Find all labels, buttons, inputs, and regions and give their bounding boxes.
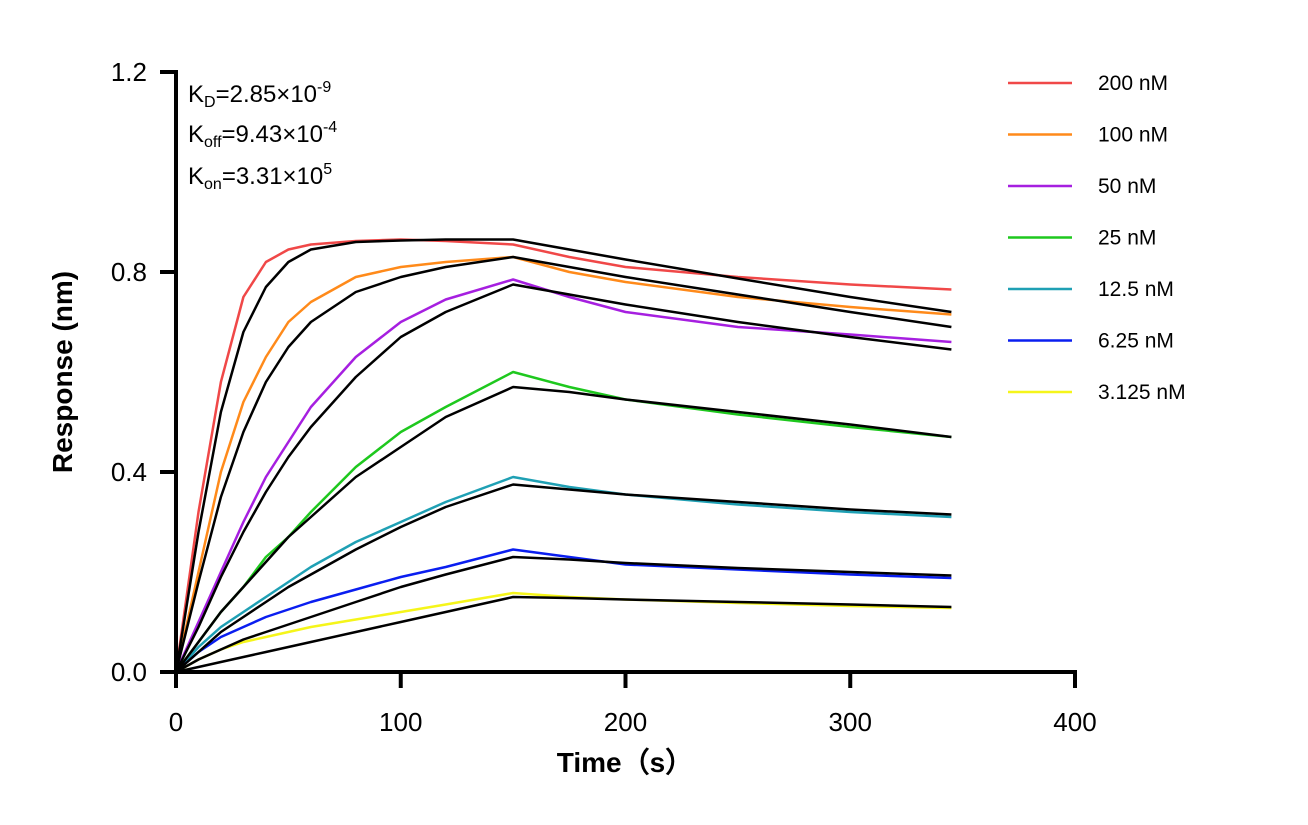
annotation-kon: Kon=3.31×105 — [188, 161, 333, 193]
legend-label: 200 nM — [1098, 72, 1168, 95]
x-tick-label: 300 — [829, 707, 872, 737]
y-tick-label: 0.4 — [111, 457, 147, 487]
legend-label: 50 nM — [1098, 175, 1156, 198]
series-line-5 — [175, 548, 952, 673]
fit-line-4 — [175, 483, 952, 673]
x-tick-label: 0 — [169, 707, 183, 737]
fit-line-2 — [174, 283, 952, 673]
fit-line-5 — [175, 555, 952, 674]
x-tick-label: 100 — [379, 707, 422, 737]
series-line-1 — [174, 255, 952, 673]
x-axis-label: Time（s） — [557, 746, 693, 778]
legend: 200 nM 100 nM 50 nM 25 nM 12.5 nM 6.25 nM 3.12… — [1008, 72, 1186, 404]
fit-line-6 — [175, 595, 952, 674]
ticks-layer: 0 100 200 300 400 0.0 0.4 0.8 1.2 — [111, 57, 1097, 737]
legend-label: 25 nM — [1098, 227, 1156, 250]
fit-line-1 — [174, 255, 952, 673]
x-tick-label: 400 — [1053, 707, 1096, 737]
x-tick-label: 200 — [604, 707, 647, 737]
y-axis-label: Response (nm) — [47, 271, 78, 473]
annotation-kd: KD=2.85×10-9 — [188, 79, 332, 111]
legend-label: 12.5 nM — [1098, 278, 1174, 301]
y-tick-label: 0.8 — [111, 257, 147, 287]
legend-label: 6.25 nM — [1098, 330, 1174, 353]
fit-line-0 — [174, 238, 952, 673]
y-tick-label: 1.2 — [111, 57, 147, 87]
legend-label: 3.125 nM — [1098, 381, 1186, 404]
series-layer — [174, 238, 952, 674]
annotation-koff: Koff=9.43×10-4 — [188, 119, 338, 151]
legend-label: 100 nM — [1098, 124, 1168, 147]
y-tick-label: 0.0 — [111, 657, 147, 687]
series-line-2 — [174, 278, 952, 673]
fit-line-3 — [175, 385, 952, 673]
series-line-3 — [175, 370, 952, 673]
